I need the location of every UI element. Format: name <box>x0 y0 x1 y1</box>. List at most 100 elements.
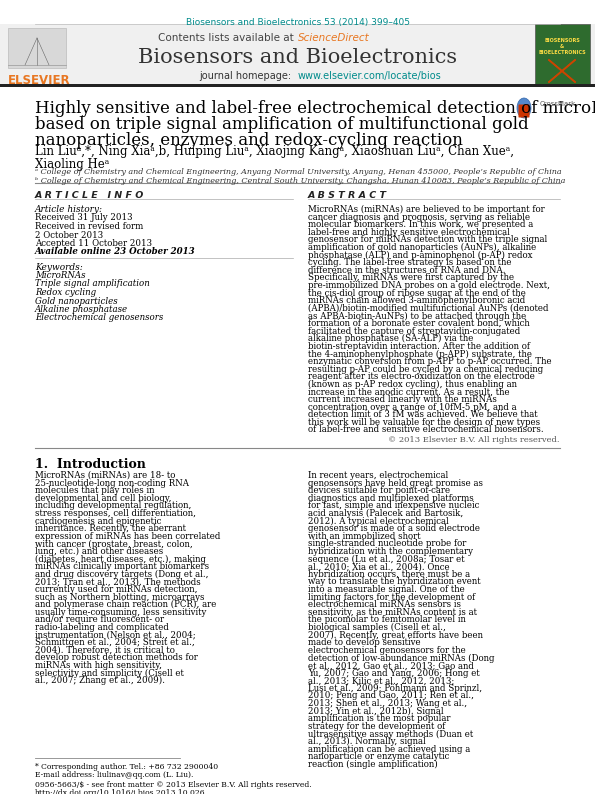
Text: resulting p-AP could be cycled by a chemical reducing: resulting p-AP could be cycled by a chem… <box>308 364 543 374</box>
Text: hybridization occurs, there must be a: hybridization occurs, there must be a <box>308 570 470 579</box>
Text: as APBA-biotin-AuNPs) to be attached through the: as APBA-biotin-AuNPs) to be attached thr… <box>308 311 526 321</box>
Text: al., 2007; Zhang et al., 2009).: al., 2007; Zhang et al., 2009). <box>35 676 165 685</box>
Text: and/or require fluorescent- or: and/or require fluorescent- or <box>35 615 164 624</box>
Text: biological samples (Cisell et al.,: biological samples (Cisell et al., <box>308 623 446 632</box>
Text: electrochemical genosensors for the: electrochemical genosensors for the <box>308 646 466 655</box>
Text: cardiogenesis and epigenetic: cardiogenesis and epigenetic <box>35 517 161 526</box>
Text: 2013; Shen et al., 2013; Wang et al.,: 2013; Shen et al., 2013; Wang et al., <box>308 699 467 708</box>
Text: Keywords:: Keywords: <box>35 263 83 272</box>
Text: expression of miRNAs has been correlated: expression of miRNAs has been correlated <box>35 532 220 541</box>
Text: detection limit of 3 fM was achieved. We believe that: detection limit of 3 fM was achieved. We… <box>308 410 538 419</box>
Text: miRNAs clinically important biomarkers: miRNAs clinically important biomarkers <box>35 562 209 571</box>
Text: © 2013 Elsevier B.V. All rights reserved.: © 2013 Elsevier B.V. All rights reserved… <box>389 436 560 444</box>
Text: 25-nucleotide-long non-coding RNA: 25-nucleotide-long non-coding RNA <box>35 479 189 488</box>
Text: way to translate the hybridization event: way to translate the hybridization event <box>308 577 481 587</box>
Text: with cancer (prostate, breast, colon,: with cancer (prostate, breast, colon, <box>35 539 193 549</box>
Text: reagent after its electro-oxidization on the electrode: reagent after its electro-oxidization on… <box>308 372 535 381</box>
Text: current increased linearly with the miRNAs: current increased linearly with the miRN… <box>308 395 497 404</box>
Text: phosphatase (ALP) and p-aminophenol (p-AP) redox: phosphatase (ALP) and p-aminophenol (p-A… <box>308 251 533 260</box>
Bar <box>0 24 95 85</box>
Text: with an immobilized short: with an immobilized short <box>308 532 421 541</box>
Text: lung, etc.) and other diseases: lung, etc.) and other diseases <box>35 547 163 556</box>
Text: into a measurable signal. One of the: into a measurable signal. One of the <box>308 585 465 594</box>
Text: CrossMark: CrossMark <box>540 101 576 107</box>
Text: acid analysis (Palecek and Bartosik,: acid analysis (Palecek and Bartosik, <box>308 509 464 518</box>
Text: * Corresponding author. Tel.: +86 732 2900040: * Corresponding author. Tel.: +86 732 29… <box>35 763 218 771</box>
Text: the picomolar to femtomolar level in: the picomolar to femtomolar level in <box>308 615 466 624</box>
Text: Electrochemical genosensors: Electrochemical genosensors <box>35 314 163 322</box>
Text: http://dx.doi.org/10.1016/j.bios.2013.10.026: http://dx.doi.org/10.1016/j.bios.2013.10… <box>35 789 206 794</box>
Text: A R T I C L E   I N F O: A R T I C L E I N F O <box>35 191 145 200</box>
Text: Yu, 2007; Gao and Yang, 2006; Hong et: Yu, 2007; Gao and Yang, 2006; Hong et <box>308 669 480 677</box>
Text: genosensors have held great promise as: genosensors have held great promise as <box>308 479 483 488</box>
Text: molecular biomarkers. In this work, we presented a: molecular biomarkers. In this work, we p… <box>308 220 533 229</box>
Text: www.elsevier.com/locate/bios: www.elsevier.com/locate/bios <box>298 71 441 81</box>
Text: developmental and cell biology,: developmental and cell biology, <box>35 494 171 503</box>
Text: et al., 2012, Gao et al., 2013; Gao and: et al., 2012, Gao et al., 2013; Gao and <box>308 661 474 670</box>
Text: Article history:: Article history: <box>35 205 103 214</box>
Text: 2007). Recently, great efforts have been: 2007). Recently, great efforts have been <box>308 630 483 640</box>
Text: 0956-5663/$ - see front matter © 2013 Elsevier B.V. All rights reserved.: 0956-5663/$ - see front matter © 2013 El… <box>35 781 312 789</box>
Text: nanoparticles, enzymes and redox-cycling reaction: nanoparticles, enzymes and redox-cycling… <box>35 132 463 149</box>
Text: genosensor for miRNAs detection with the triple signal: genosensor for miRNAs detection with the… <box>308 235 547 245</box>
Text: Schmittgen et al., 2004; Streit et al.,: Schmittgen et al., 2004; Streit et al., <box>35 638 195 647</box>
Bar <box>8 28 66 68</box>
Text: detection of low-abundance miRNAs (Dong: detection of low-abundance miRNAs (Dong <box>308 653 494 662</box>
Text: for fast, simple and inexpensive nucleic: for fast, simple and inexpensive nucleic <box>308 501 480 511</box>
Text: instrumentation (Nelson et al., 2004;: instrumentation (Nelson et al., 2004; <box>35 630 196 640</box>
Text: 2012). A typical electrochemical: 2012). A typical electrochemical <box>308 517 449 526</box>
Text: (APBA)/biotin-modified multifunctional AuNPs (denoted: (APBA)/biotin-modified multifunctional A… <box>308 304 549 313</box>
Text: 2004). Therefore, it is critical to: 2004). Therefore, it is critical to <box>35 646 175 655</box>
Text: made to develop sensitive: made to develop sensitive <box>308 638 421 647</box>
Bar <box>0 84 595 87</box>
Text: amplification of gold nanoparticles (AuNPs), alkaline: amplification of gold nanoparticles (AuN… <box>308 243 536 252</box>
Text: Specifically, miRNAs were first captured by the: Specifically, miRNAs were first captured… <box>308 273 514 283</box>
Text: difference in the structures of RNA and DNA.: difference in the structures of RNA and … <box>308 266 506 275</box>
Text: Alkaline phosphatase: Alkaline phosphatase <box>35 305 128 314</box>
Text: ᵇ College of Chemistry and Chemical Engineering, Central South University, Chang: ᵇ College of Chemistry and Chemical Engi… <box>35 177 565 185</box>
Text: currently used for miRNAs detection,: currently used for miRNAs detection, <box>35 585 198 594</box>
Text: develop robust detection methods for: develop robust detection methods for <box>35 653 198 662</box>
Text: genosensor is made of a solid electrode: genosensor is made of a solid electrode <box>308 524 480 534</box>
Text: single-stranded nucleotide probe for: single-stranded nucleotide probe for <box>308 539 466 549</box>
FancyBboxPatch shape <box>518 105 530 118</box>
Text: such as Northern blotting, microarrays: such as Northern blotting, microarrays <box>35 592 205 602</box>
Text: Redox cycling: Redox cycling <box>35 288 96 297</box>
Text: Accepted 11 October 2013: Accepted 11 October 2013 <box>35 239 152 248</box>
Text: inheritance. Recently, the aberrant: inheritance. Recently, the aberrant <box>35 524 186 534</box>
Text: nanoparticle or enzyme catalytic: nanoparticle or enzyme catalytic <box>308 752 449 761</box>
Text: selectivity and simplicity (Cisell et: selectivity and simplicity (Cisell et <box>35 669 184 678</box>
Text: MicroRNAs: MicroRNAs <box>35 271 86 280</box>
Text: E-mail address: liulinav@qq.com (L. Liu).: E-mail address: liulinav@qq.com (L. Liu)… <box>35 771 193 779</box>
Text: and drug discovery targets (Dong et al.,: and drug discovery targets (Dong et al., <box>35 570 208 579</box>
Text: Received in revised form: Received in revised form <box>35 222 143 231</box>
Text: ultrasensitive assay methods (Duan et: ultrasensitive assay methods (Duan et <box>308 730 473 738</box>
Text: ᵃ College of Chemistry and Chemical Engineering, Anyang Normal University, Anyan: ᵃ College of Chemistry and Chemical Engi… <box>35 168 562 176</box>
Text: hybridization with the complementary: hybridization with the complementary <box>308 547 473 556</box>
Text: BIOSENSORS
&
BIOELECTRONICS: BIOSENSORS & BIOELECTRONICS <box>538 38 586 55</box>
Text: ELSEVIER: ELSEVIER <box>8 74 71 87</box>
Text: In recent years, electrochemical: In recent years, electrochemical <box>308 471 448 480</box>
Text: sensitivity, as the miRNAs content is at: sensitivity, as the miRNAs content is at <box>308 607 477 617</box>
Text: increase in the anodic current. As a result, the: increase in the anodic current. As a res… <box>308 387 510 396</box>
Text: al., 2013; Kilic et al., 2012, 2013;: al., 2013; Kilic et al., 2012, 2013; <box>308 676 455 685</box>
Text: (known as p-AP redox cycling), thus enabling an: (known as p-AP redox cycling), thus enab… <box>308 380 517 389</box>
Text: electrochemical miRNAs sensors is: electrochemical miRNAs sensors is <box>308 600 461 609</box>
Text: usually time-consuming, less sensitivity: usually time-consuming, less sensitivity <box>35 607 206 617</box>
Bar <box>535 24 590 85</box>
Text: molecules that play roles in: molecules that play roles in <box>35 486 155 495</box>
Text: Available online 23 October 2013: Available online 23 October 2013 <box>35 248 196 256</box>
Text: (diabetes, heart diseases, etc.), making: (diabetes, heart diseases, etc.), making <box>35 554 206 564</box>
Text: 2013; Tran et al., 2013). The methods: 2013; Tran et al., 2013). The methods <box>35 577 201 587</box>
Text: amplification is the most popular: amplification is the most popular <box>308 714 450 723</box>
Text: Triple signal amplification: Triple signal amplification <box>35 279 150 288</box>
Text: label-free and highly sensitive electrochemical: label-free and highly sensitive electroc… <box>308 228 510 237</box>
Text: 2013; Yin et al., 2012b). Signal: 2013; Yin et al., 2012b). Signal <box>308 707 444 715</box>
Text: miRNAs with high sensitivity,: miRNAs with high sensitivity, <box>35 661 162 670</box>
Text: Lusi et al., 2009; Pöhlmann and Sprinzl,: Lusi et al., 2009; Pöhlmann and Sprinzl, <box>308 684 482 693</box>
Text: the 4-aminophenylphosphate (p-APP) substrate, the: the 4-aminophenylphosphate (p-APP) subst… <box>308 349 532 359</box>
Text: cycling. The label-free strategy is based on the: cycling. The label-free strategy is base… <box>308 258 512 268</box>
Ellipse shape <box>517 98 531 118</box>
Text: A B S T R A C T: A B S T R A C T <box>308 191 387 200</box>
Text: and polymerase chain reaction (PCR), are: and polymerase chain reaction (PCR), are <box>35 600 217 609</box>
